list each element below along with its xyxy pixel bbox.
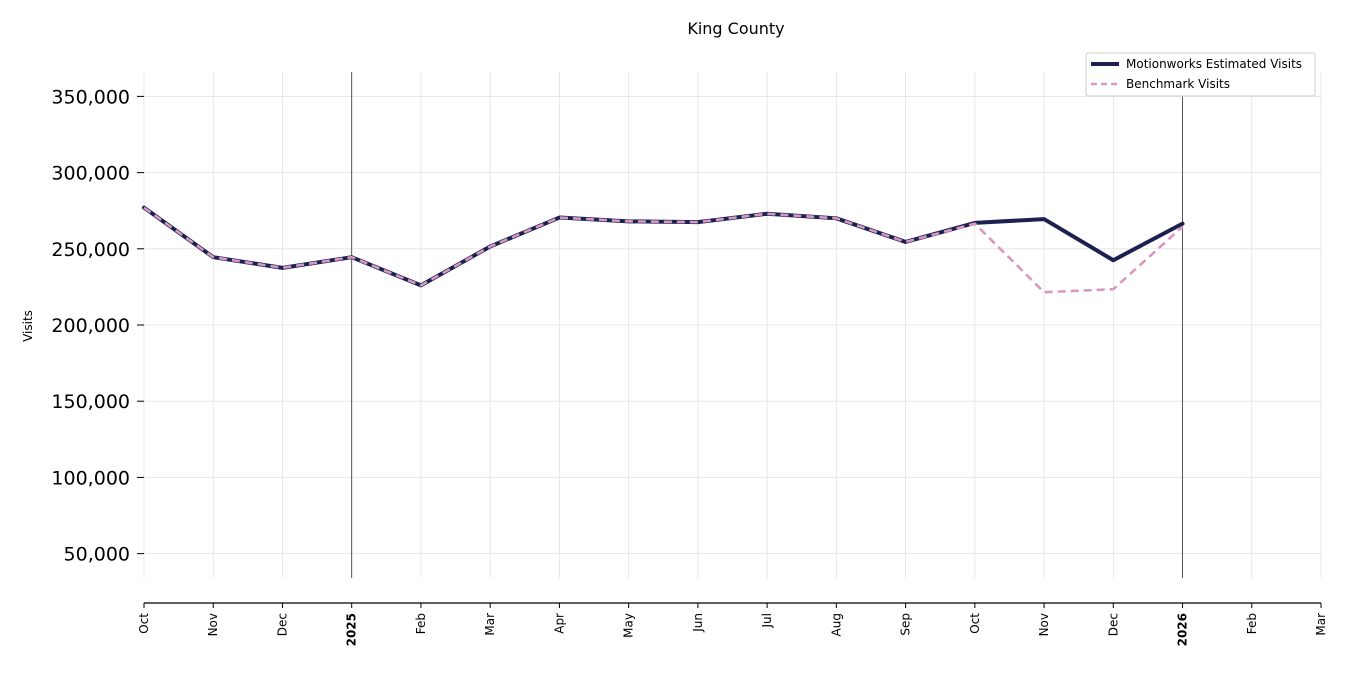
x-tick-label: Mar <box>1314 613 1328 636</box>
x-tick-label: Jun <box>691 613 705 633</box>
legend-label: Benchmark Visits <box>1126 77 1230 91</box>
y-tick-label: 300,000 <box>51 163 130 185</box>
y-tick-label: 200,000 <box>51 315 130 337</box>
x-tick-label: Oct <box>968 613 982 634</box>
y-axis: 50,000 100,000 150,000 200,000 250,000 300,00… <box>51 86 144 566</box>
series-line-motionworks <box>142 205 1185 288</box>
legend-label: Motionworks Estimated Visits <box>1126 57 1302 71</box>
x-tick-label: 2025 <box>345 613 359 646</box>
x-tick-label: Apr <box>552 613 566 634</box>
x-tick-label: 2026 <box>1176 613 1190 646</box>
year-marker-lines <box>351 72 1183 578</box>
legend-box <box>1085 52 1316 97</box>
series-group <box>142 205 1185 294</box>
y-tick-label: 250,000 <box>51 239 130 261</box>
x-tick-label: Sep <box>899 613 913 636</box>
x-tick-label: Aug <box>829 613 843 636</box>
x-tick-label: Feb <box>1245 613 1259 634</box>
y-tick-label: 100,000 <box>51 467 130 489</box>
chart-title: King County <box>687 19 784 38</box>
y-axis-label: Visits <box>21 310 35 342</box>
grid-lines <box>143 72 1322 578</box>
y-tick-label: 150,000 <box>51 391 130 413</box>
x-tick-label: Nov <box>1037 613 1051 636</box>
x-tick-label: Dec <box>275 613 289 636</box>
series-line-benchmark <box>143 206 1184 294</box>
x-tick-label: Nov <box>206 613 220 636</box>
y-tick-label: 50,000 <box>64 544 130 566</box>
x-tick-label: Jul <box>760 613 774 628</box>
x-tick-label: Oct <box>137 613 151 634</box>
x-tick-label: Dec <box>1106 613 1120 636</box>
y-tick-label: 350,000 <box>51 86 130 108</box>
x-tick-label: Feb <box>414 613 428 634</box>
x-tick-label: Mar <box>483 613 497 636</box>
legend: Motionworks Estimated Visits Benchmark Vi… <box>1085 52 1316 97</box>
x-axis: Oct Nov Dec 2025 Feb Mar Apr May Jun Jul Aug Sep Oct… <box>137 602 1328 646</box>
x-tick-label: May <box>622 613 636 638</box>
